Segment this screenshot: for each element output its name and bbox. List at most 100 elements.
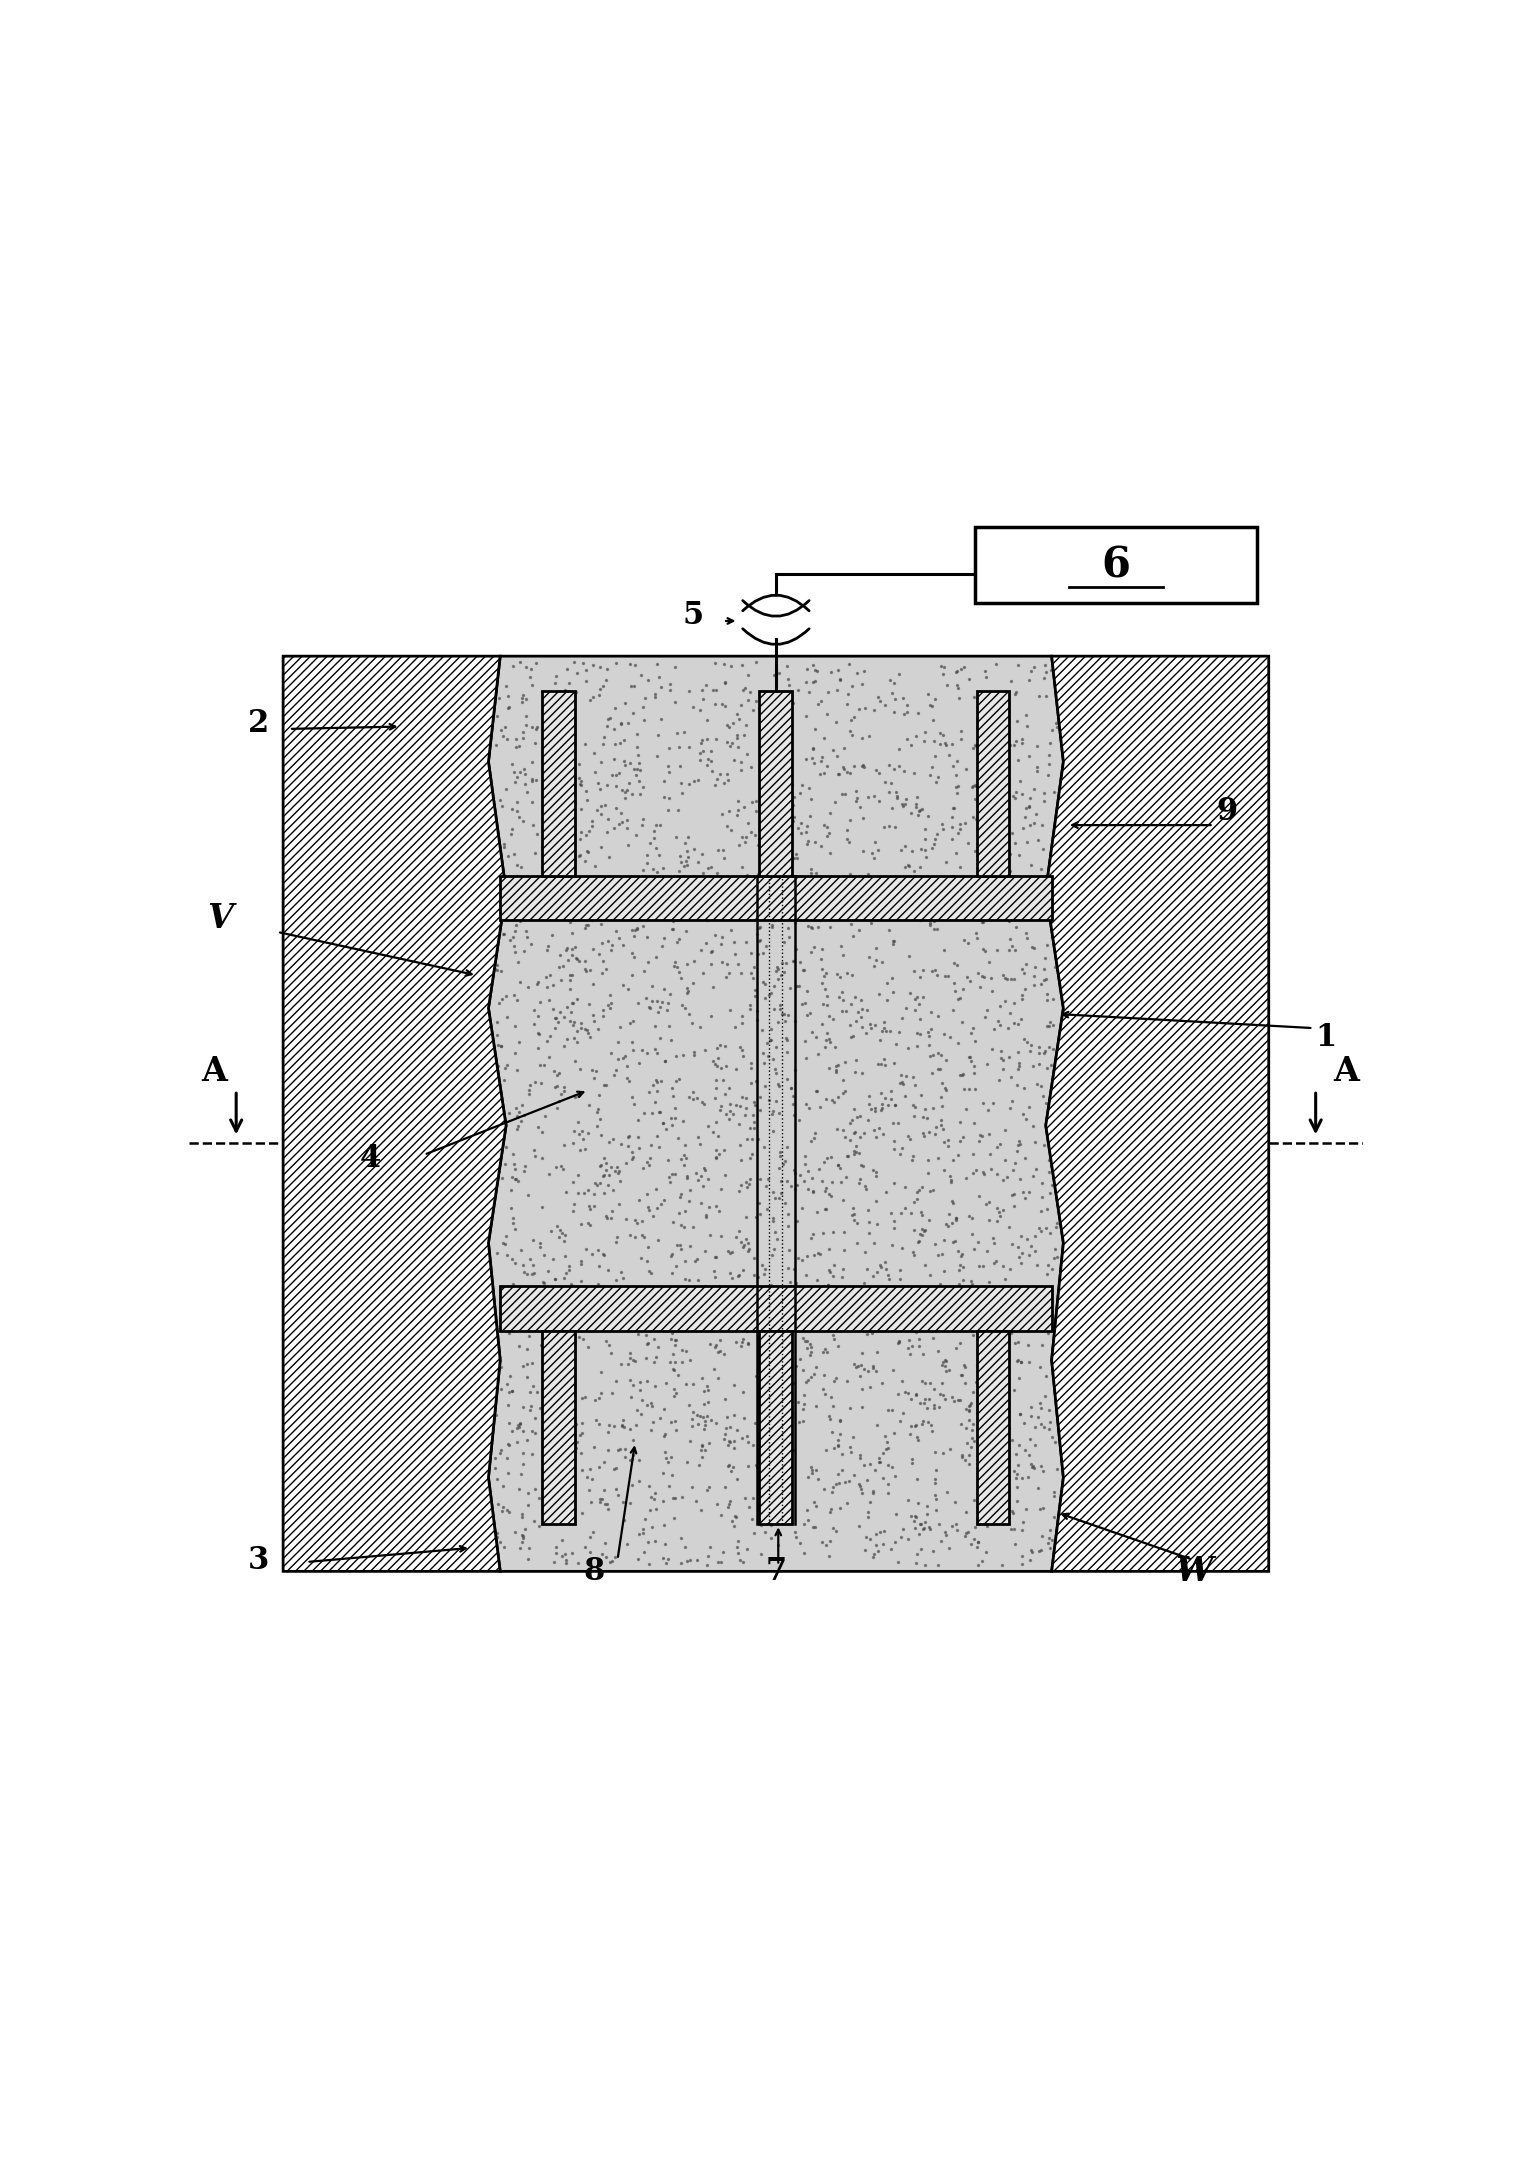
Point xyxy=(977,1116,1001,1151)
Point xyxy=(975,790,999,825)
Point xyxy=(695,1200,719,1235)
Point xyxy=(716,1449,740,1483)
Point xyxy=(924,1477,948,1511)
Point xyxy=(643,1172,668,1207)
Point xyxy=(845,1205,869,1239)
Point xyxy=(763,1354,787,1388)
Point xyxy=(1017,738,1042,773)
Point xyxy=(783,1516,807,1550)
Point xyxy=(1019,1544,1043,1578)
Point xyxy=(999,1315,1023,1349)
Point xyxy=(521,764,545,799)
Point xyxy=(516,1542,540,1576)
Point xyxy=(615,773,639,807)
Point xyxy=(843,773,868,807)
Point xyxy=(989,1034,1013,1069)
Point xyxy=(802,1121,827,1155)
Point xyxy=(669,1207,693,1241)
Point xyxy=(1016,663,1040,697)
Point xyxy=(544,1002,568,1036)
Point xyxy=(568,1131,592,1166)
Point xyxy=(598,978,622,1013)
Point xyxy=(792,1403,816,1438)
Point xyxy=(963,1272,987,1306)
Point xyxy=(958,1429,983,1464)
Point xyxy=(954,1516,978,1550)
Text: 6: 6 xyxy=(1102,544,1131,587)
Point xyxy=(571,1496,595,1531)
Point xyxy=(569,1244,593,1278)
Point xyxy=(574,898,598,933)
Point xyxy=(584,900,609,935)
Point xyxy=(925,1548,949,1583)
Point xyxy=(581,997,606,1032)
Point xyxy=(513,1511,537,1546)
Point xyxy=(540,874,565,909)
Point xyxy=(509,1103,533,1138)
Point xyxy=(848,790,872,825)
Point xyxy=(907,795,931,829)
Point xyxy=(518,1287,542,1321)
Point xyxy=(766,753,790,788)
Point xyxy=(768,991,792,1026)
Point xyxy=(616,1129,640,1164)
Point xyxy=(725,792,749,827)
Point xyxy=(924,1453,948,1488)
Point xyxy=(569,1006,593,1041)
Point xyxy=(510,1501,534,1535)
Point xyxy=(863,1008,887,1043)
Point xyxy=(868,1110,892,1144)
Point xyxy=(946,671,970,706)
Point xyxy=(925,1036,949,1071)
Point xyxy=(699,734,724,769)
Point xyxy=(917,1382,942,1416)
Point xyxy=(746,827,771,861)
Point xyxy=(877,1466,901,1501)
Point xyxy=(689,674,713,708)
Point xyxy=(978,704,1002,738)
Point xyxy=(828,1403,852,1438)
Point xyxy=(1004,1436,1028,1470)
Point xyxy=(840,719,864,753)
Point xyxy=(1031,1080,1055,1114)
Point xyxy=(616,898,640,933)
Point xyxy=(792,1507,816,1542)
Point xyxy=(984,1390,1008,1425)
Point xyxy=(852,1285,877,1319)
Point xyxy=(813,868,837,902)
Point xyxy=(795,1239,819,1274)
Point xyxy=(933,1349,957,1384)
Point xyxy=(883,1524,907,1559)
Point xyxy=(646,661,671,695)
Point xyxy=(754,1300,778,1334)
Point xyxy=(718,1071,742,1105)
Point xyxy=(701,864,725,898)
Point xyxy=(488,1086,512,1121)
Point xyxy=(610,928,634,963)
Point xyxy=(822,1287,846,1321)
Point xyxy=(504,730,528,764)
Point xyxy=(625,738,650,773)
Point xyxy=(799,1455,824,1490)
Point xyxy=(837,803,861,838)
Point xyxy=(845,1043,869,1077)
Point xyxy=(631,853,656,887)
Point xyxy=(657,1468,681,1503)
Point xyxy=(793,985,818,1019)
Point xyxy=(625,911,650,946)
Point xyxy=(545,1090,569,1125)
Point xyxy=(905,1293,930,1328)
Point xyxy=(904,790,928,825)
Point xyxy=(1014,1308,1039,1343)
Point xyxy=(851,1149,875,1183)
Point xyxy=(595,1488,619,1522)
Point xyxy=(534,961,559,995)
Point xyxy=(633,980,657,1015)
Point xyxy=(858,1447,883,1481)
Point xyxy=(716,956,740,991)
Point xyxy=(818,1177,842,1211)
Point xyxy=(643,1369,668,1403)
Point xyxy=(748,861,772,896)
Point xyxy=(631,769,656,803)
Point xyxy=(1034,1051,1058,1086)
